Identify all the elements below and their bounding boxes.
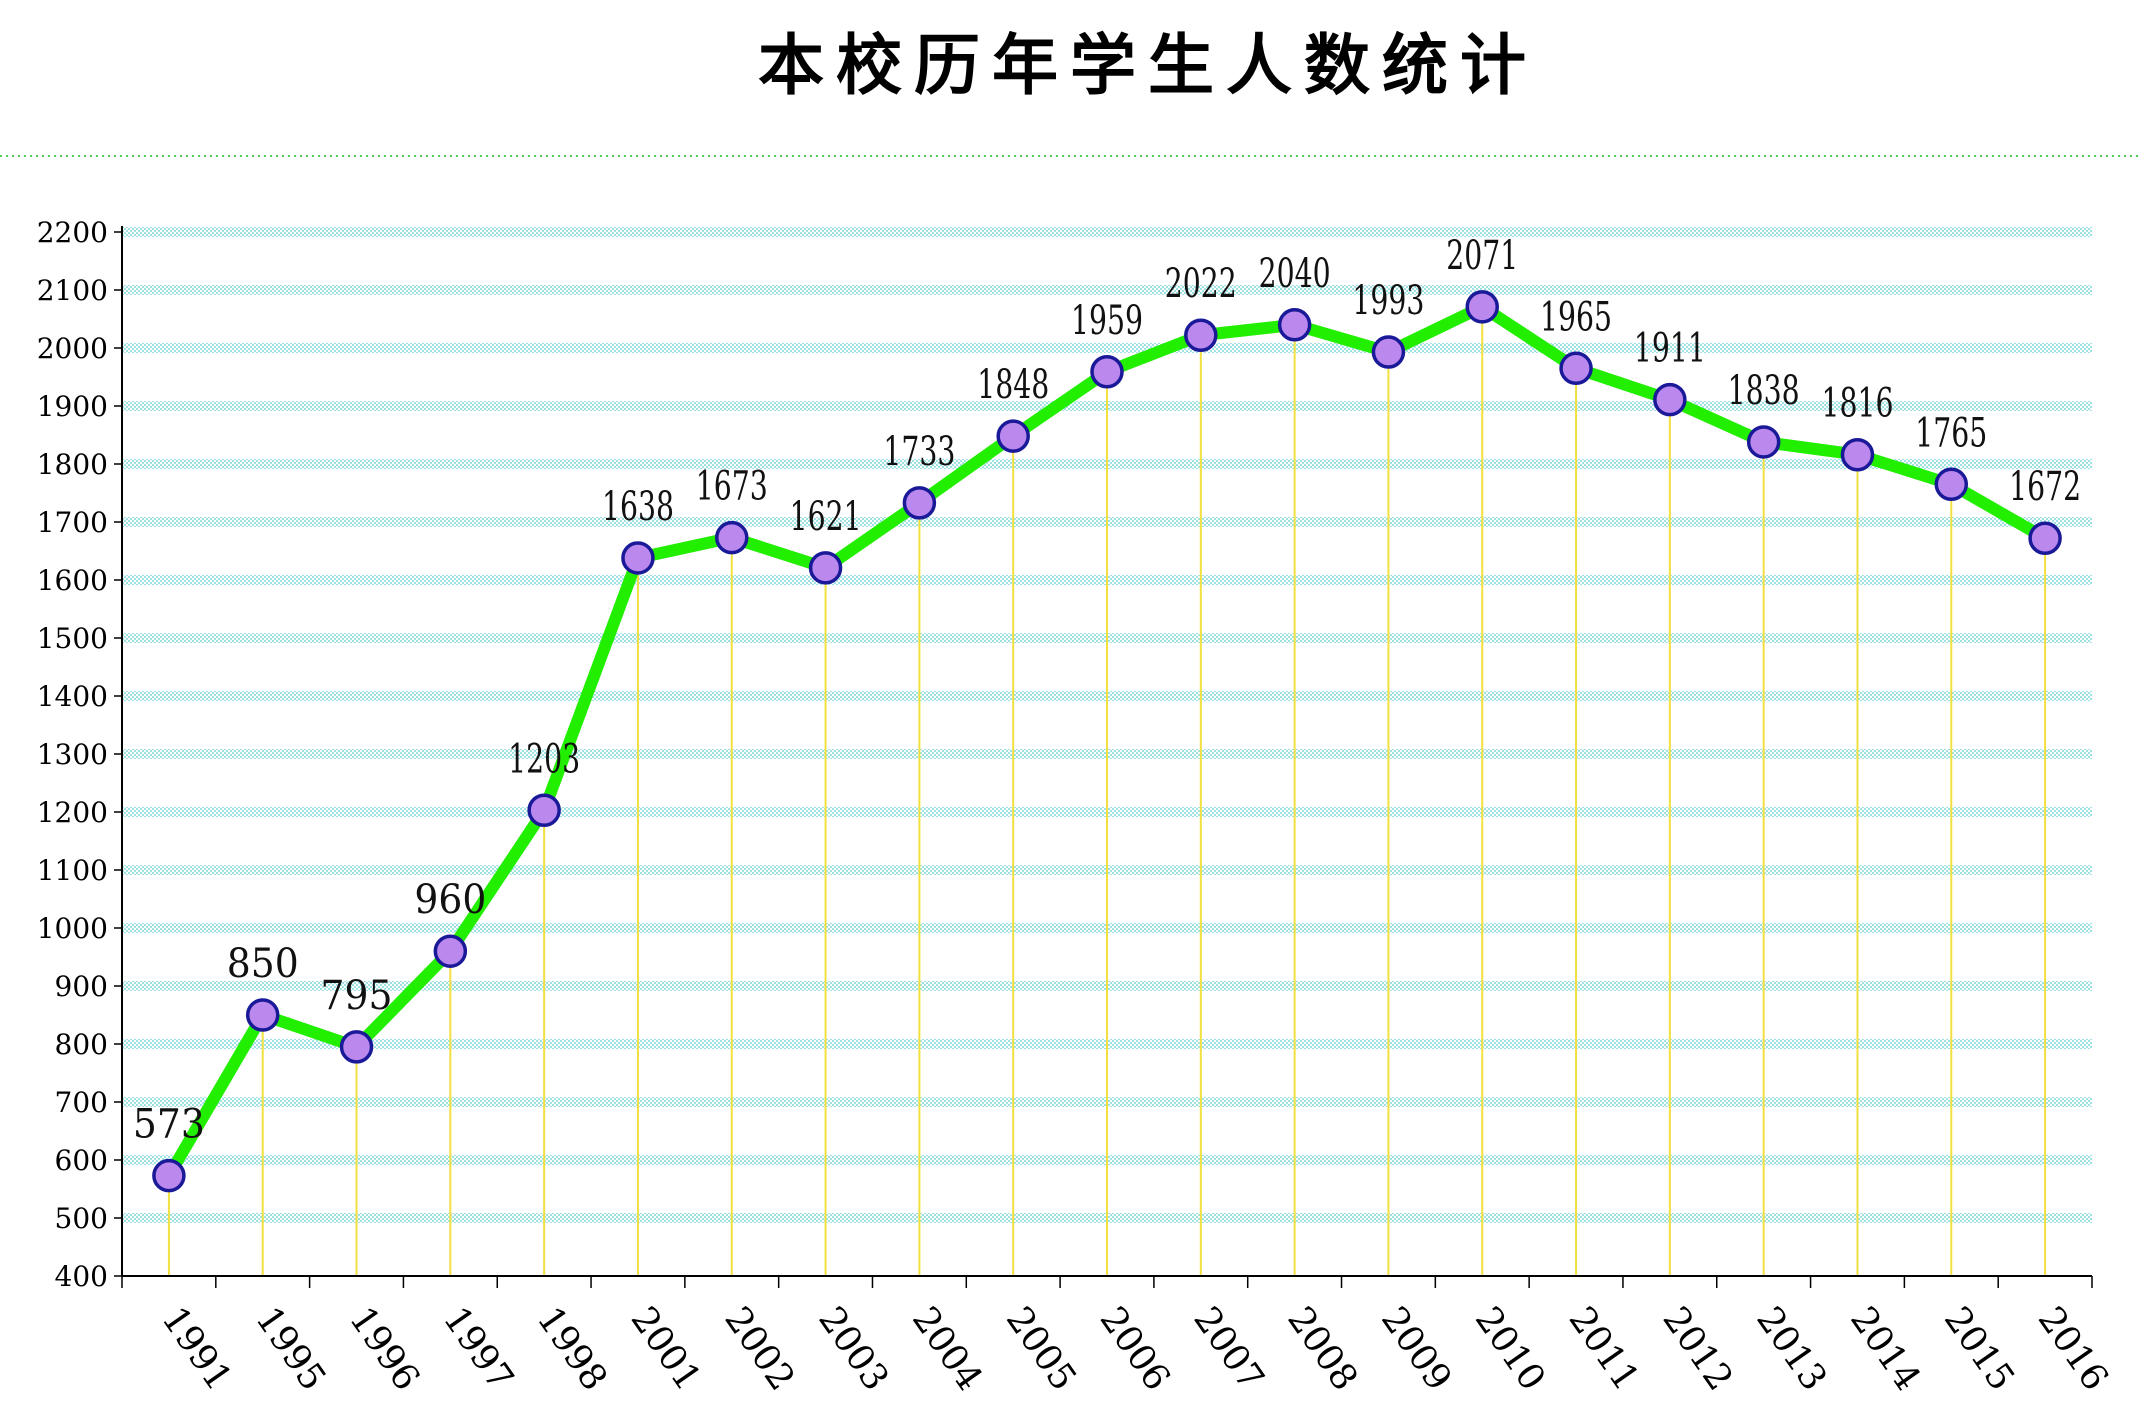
data-point: [339, 1030, 374, 1064]
data-label: 1911: [1634, 326, 1706, 372]
data-label: 1848: [977, 362, 1049, 408]
y-tick-label: 1200: [37, 796, 108, 829]
data-point: [715, 520, 749, 555]
data-point: [1746, 425, 1781, 459]
data-label: 960: [414, 877, 486, 923]
x-tick-label: 1995: [247, 1300, 333, 1399]
data-point: [808, 551, 843, 585]
data-point: [996, 419, 1030, 453]
data-point: [1277, 308, 1312, 342]
data-label: 1993: [1352, 278, 1424, 324]
y-tick-label: 2000: [37, 332, 108, 365]
grid-band: [122, 343, 2092, 353]
data-label: 850: [227, 941, 299, 987]
y-tick-label: 600: [55, 1144, 108, 1177]
data-point: [1840, 437, 1875, 472]
data-label: 1816: [1821, 381, 1893, 427]
data-label: 2040: [1259, 251, 1331, 297]
data-point: [1465, 290, 1499, 324]
data-label: 1203: [508, 736, 580, 782]
grid-band: [122, 227, 2092, 237]
y-tick-label: 1700: [37, 506, 108, 539]
data-point: [1559, 351, 1593, 386]
y-tick-label: 800: [55, 1028, 108, 1061]
data-markers: [152, 290, 2062, 1193]
data-point: [433, 934, 468, 968]
y-tick-label: 1100: [37, 854, 108, 887]
data-point: [245, 998, 280, 1032]
x-tick-label: 2013: [1748, 1300, 1834, 1399]
y-tick-label: 500: [55, 1202, 108, 1235]
y-axis-ticks: 400 500 600 700 800 900 1000 1100 1200 1300 1400 15…: [37, 216, 122, 1293]
data-label: 1638: [602, 484, 674, 530]
y-tick-label: 400: [55, 1260, 108, 1293]
x-tick-label: 2007: [1185, 1300, 1271, 1399]
y-tick-label: 1900: [37, 390, 108, 423]
x-tick-label: 2004: [904, 1300, 990, 1399]
data-point: [1371, 335, 1406, 369]
data-point: [2028, 521, 2062, 555]
x-tick-label: 2005: [998, 1300, 1084, 1399]
x-tick-label: 2003: [810, 1300, 896, 1399]
data-label: 1959: [1071, 298, 1143, 344]
grid-band: [122, 285, 2092, 295]
data-point: [527, 793, 561, 828]
y-tick-label: 700: [55, 1086, 108, 1119]
data-label: 1965: [1540, 294, 1612, 340]
y-tick-label: 1800: [37, 448, 108, 481]
x-tick-label: 1996: [341, 1300, 427, 1399]
x-tick-label: 1997: [435, 1300, 521, 1399]
x-tick-label: 2012: [1654, 1300, 1740, 1399]
x-tick-label: 2015: [1936, 1300, 2022, 1399]
x-tick-label: 2011: [1561, 1300, 1647, 1399]
data-point: [1090, 355, 1124, 389]
x-tick-label: 2009: [1373, 1300, 1459, 1399]
chart-title: 本校历年学生人数统计: [758, 27, 1538, 104]
data-label: 1673: [696, 464, 768, 510]
drop-lines: [167, 306, 2047, 1276]
data-label: 1838: [1728, 368, 1800, 414]
data-point: [152, 1158, 186, 1193]
data-label: 2071: [1446, 233, 1518, 279]
y-tick-label: 1500: [37, 622, 108, 655]
data-point: [1184, 318, 1218, 352]
y-tick-label: 2200: [37, 216, 108, 249]
data-label: 2022: [1165, 261, 1237, 307]
data-point: [902, 486, 937, 520]
x-tick-label: 2006: [1092, 1300, 1178, 1399]
data-point: [1653, 382, 1687, 417]
data-label: 1672: [2009, 464, 2081, 510]
x-tick-label: 2001: [623, 1300, 709, 1399]
x-tick-label: 2008: [1279, 1300, 1365, 1399]
data-label: 1621: [790, 494, 862, 540]
y-tick-label: 1400: [37, 680, 108, 713]
y-tick-label: 1000: [37, 912, 108, 945]
data-label: 1765: [1915, 410, 1987, 456]
axes: [121, 226, 2092, 1277]
data-labels: 573 850 795 960 1203 1638 1673 1621 1733 1848 1959…: [133, 233, 2081, 1148]
x-axis-ticks: 1991 1995 1996 1997 1998 2001 2002 2003 2004 2005…: [121, 1276, 2116, 1399]
x-tick-label: 1991: [154, 1300, 240, 1399]
y-tick-label: 2100: [37, 274, 108, 307]
data-point: [621, 541, 655, 575]
data-label: 795: [321, 973, 393, 1019]
data-label: 1733: [883, 429, 955, 475]
y-tick-label: 1300: [37, 738, 108, 771]
x-tick-label: 2016: [2030, 1300, 2116, 1399]
x-tick-label: 2010: [1467, 1300, 1553, 1399]
y-tick-label: 900: [55, 970, 108, 1003]
x-tick-label: 2014: [1842, 1300, 1928, 1399]
x-tick-label: 2002: [716, 1300, 802, 1399]
x-tick-label: 1998: [529, 1300, 615, 1399]
data-label: 573: [133, 1102, 205, 1148]
data-point: [1934, 467, 1969, 502]
y-tick-label: 1600: [37, 564, 108, 597]
